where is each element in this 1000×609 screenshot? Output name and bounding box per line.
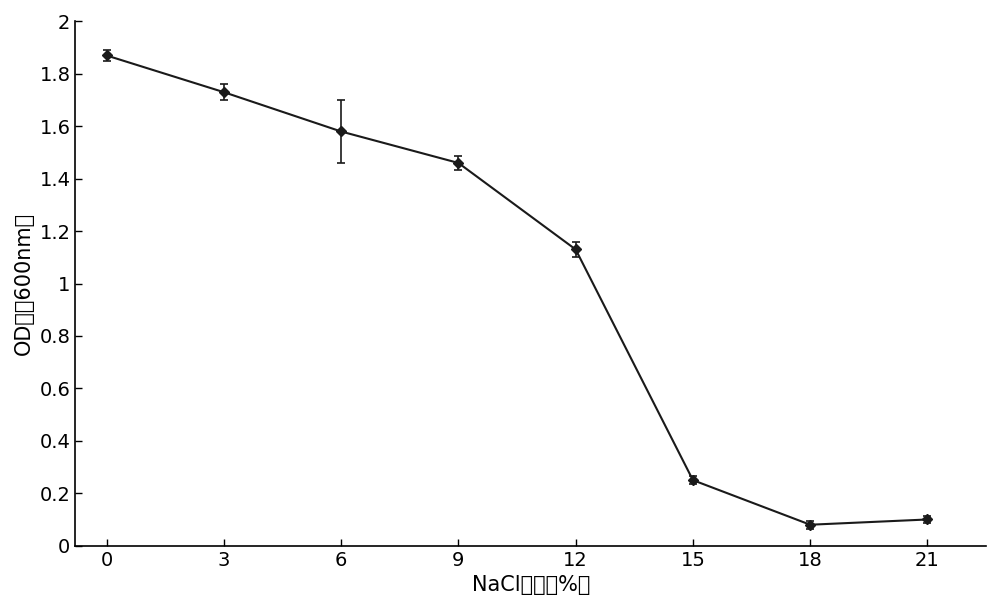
- X-axis label: NaCl浓度（%）: NaCl浓度（%）: [472, 575, 590, 595]
- Y-axis label: OD值（600nm）: OD值（600nm）: [14, 212, 34, 355]
